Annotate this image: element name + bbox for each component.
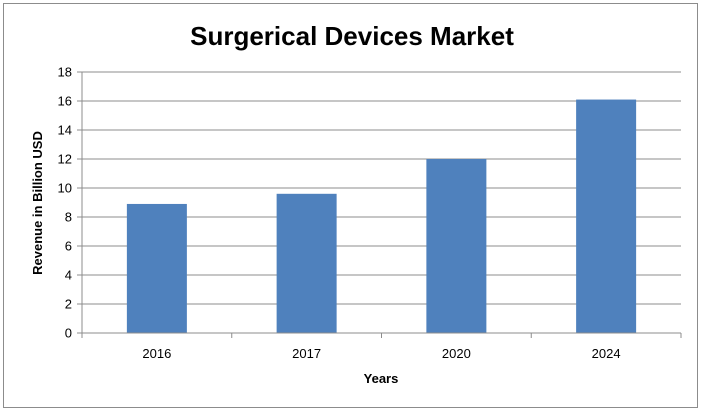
x-tick-label: 2020: [442, 346, 471, 361]
y-tick-label: 0: [65, 326, 72, 341]
y-tick-label: 6: [65, 239, 72, 254]
x-tick-label: 2024: [592, 346, 621, 361]
bar-2020: [426, 159, 487, 333]
y-tick-label: 14: [58, 123, 72, 138]
y-tick-label: 16: [58, 94, 72, 109]
y-axis-label: Revenue in Billion USD: [30, 131, 45, 275]
bar-2024: [576, 99, 637, 333]
x-axis-label: Years: [364, 371, 399, 386]
bars: [126, 99, 637, 333]
bar-2016: [126, 203, 187, 333]
y-tick-label: 18: [58, 65, 72, 80]
x-tick-label: 2017: [292, 346, 321, 361]
y-tick-label: 2: [65, 297, 72, 312]
y-tick-label: 8: [65, 210, 72, 225]
chart-title: Surgerical Devices Market: [190, 21, 514, 51]
y-tick-label: 4: [65, 268, 72, 283]
x-tick-label: 2016: [142, 346, 171, 361]
bar-2017: [276, 193, 337, 333]
y-tick-label: 12: [58, 152, 72, 167]
x-axis-ticks: 2016 2017 2020 2024: [81, 333, 682, 361]
y-axis-ticks: 0 2 4 6 8 10 12 14 16 18: [58, 65, 82, 341]
y-tick-label: 10: [58, 181, 72, 196]
